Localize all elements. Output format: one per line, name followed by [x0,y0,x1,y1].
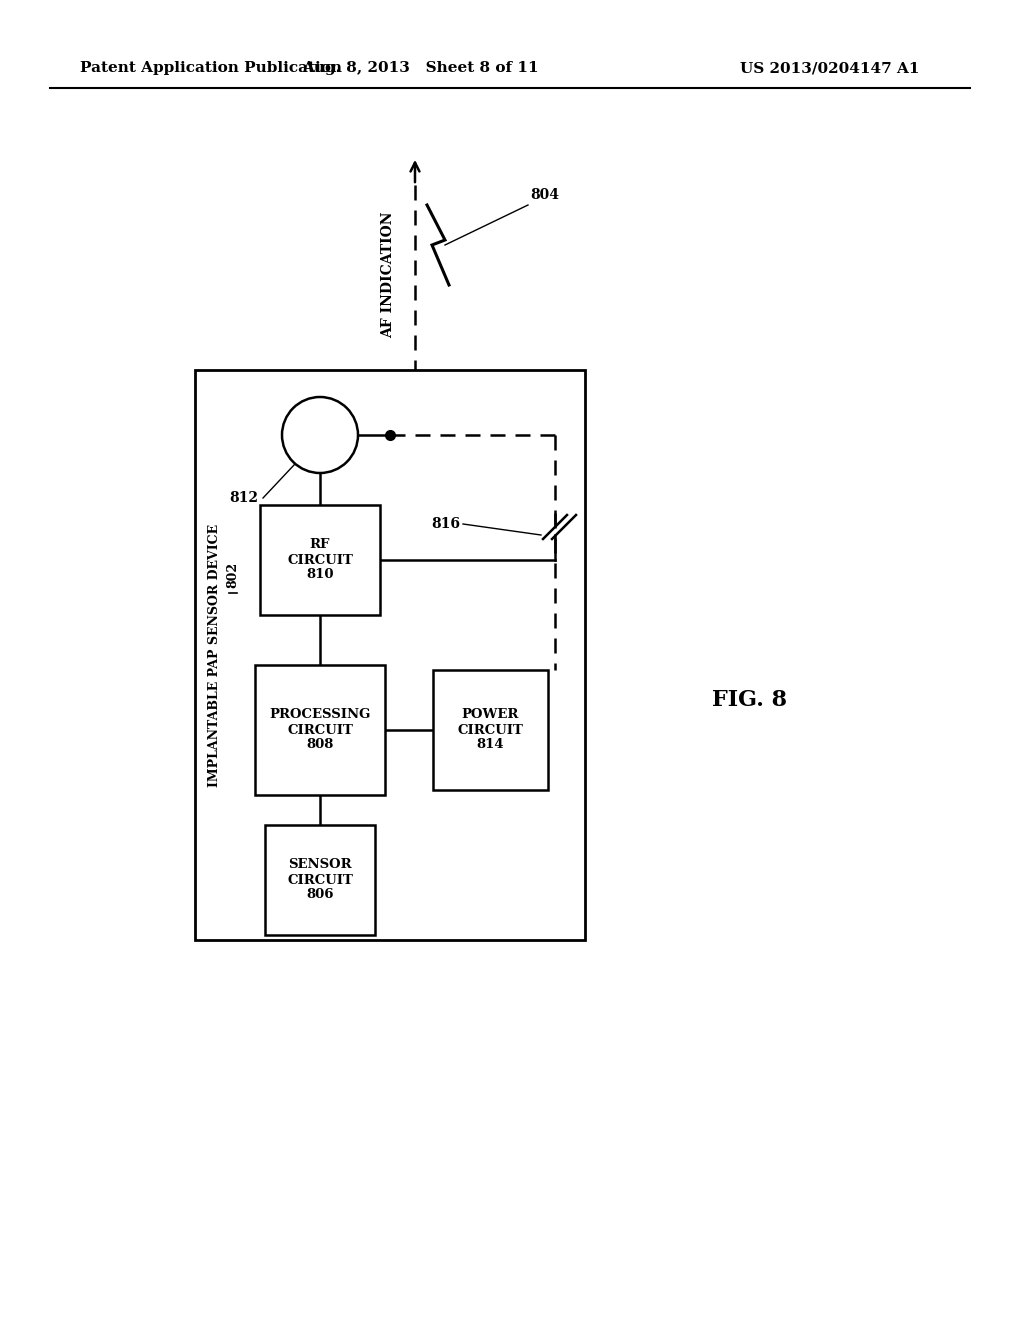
Text: 802: 802 [226,562,240,589]
Text: 804: 804 [530,187,559,202]
Text: 812: 812 [229,491,258,506]
Text: US 2013/0204147 A1: US 2013/0204147 A1 [740,61,920,75]
Text: Patent Application Publication: Patent Application Publication [80,61,342,75]
Text: Aug. 8, 2013   Sheet 8 of 11: Aug. 8, 2013 Sheet 8 of 11 [302,61,539,75]
Bar [260,506,380,615]
Bar [195,370,585,940]
Text: 816: 816 [431,517,460,531]
Text: IMPLANTABLE PAP SENSOR DEVICE: IMPLANTABLE PAP SENSOR DEVICE [209,524,221,787]
Text: RF
CIRCUIT
810: RF CIRCUIT 810 [287,539,353,582]
Circle shape [282,397,358,473]
Bar [432,671,548,789]
Text: FIG. 8: FIG. 8 [713,689,787,711]
Text: AF INDICATION: AF INDICATION [381,211,395,338]
Text: SENSOR
CIRCUIT
806: SENSOR CIRCUIT 806 [287,858,353,902]
Bar [255,665,385,795]
Text: POWER
CIRCUIT
814: POWER CIRCUIT 814 [457,709,523,751]
Bar [265,825,375,935]
Text: PROCESSING
CIRCUIT
808: PROCESSING CIRCUIT 808 [269,709,371,751]
